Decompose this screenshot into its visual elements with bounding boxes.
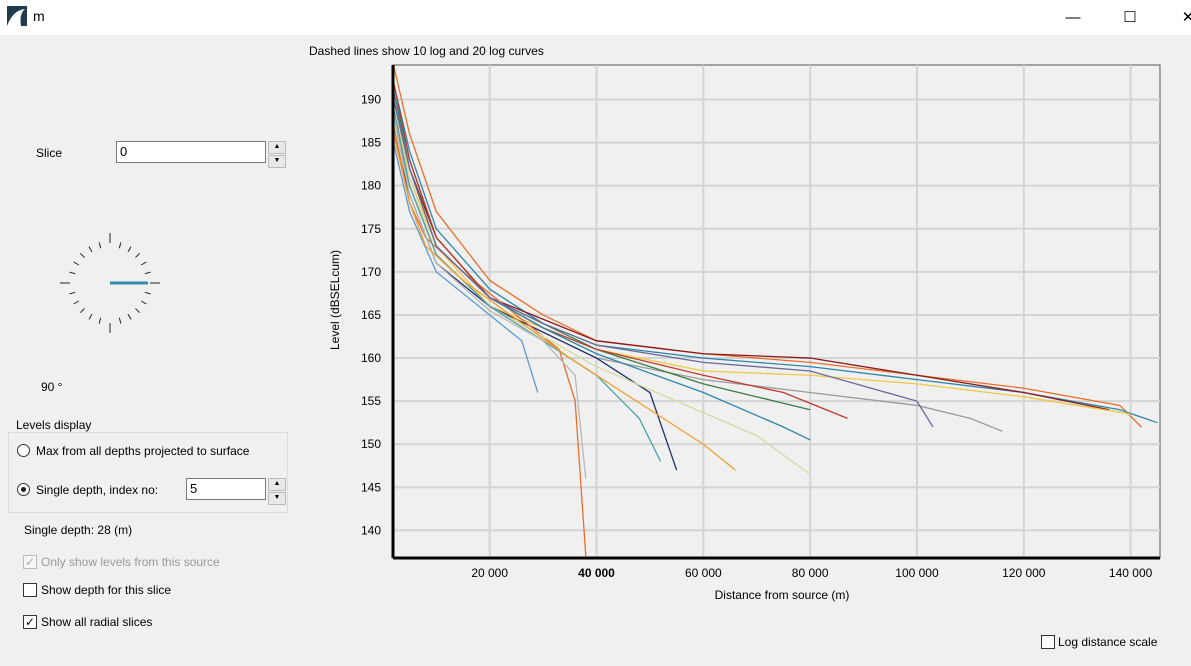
down-arrow-icon[interactable]: ▼ xyxy=(268,155,286,168)
dial-tick xyxy=(140,261,147,266)
dial-tick xyxy=(140,300,147,305)
levels-display-group xyxy=(8,432,288,513)
dial-tick xyxy=(88,246,93,253)
dial-tick xyxy=(135,308,141,314)
up-arrow-icon[interactable]: ▲ xyxy=(268,141,286,154)
y-tick-label: 165 xyxy=(361,308,381,322)
log-scale-checkbox[interactable] xyxy=(1041,635,1055,649)
show-all-slices-label: Show all radial slices xyxy=(41,615,153,629)
radio-max-label: Max from all depths projected to surface xyxy=(36,444,250,458)
close-button[interactable]: ✕ xyxy=(1181,9,1191,26)
window-title: m xyxy=(33,8,45,24)
dial-tick xyxy=(118,317,122,324)
x-tick-label: 140 000 xyxy=(1109,566,1153,580)
dial-tick xyxy=(127,313,132,320)
down-arrow-icon[interactable]: ▼ xyxy=(268,492,286,505)
y-tick-label: 170 xyxy=(361,265,381,279)
dial-tick xyxy=(73,300,80,305)
only-source-checkbox[interactable]: ✓ xyxy=(23,555,37,569)
plot-area xyxy=(392,64,1161,559)
show-all-slices-checkbox[interactable]: ✓ xyxy=(23,615,37,629)
dial-tick xyxy=(144,291,151,295)
app-logo-icon xyxy=(7,6,27,26)
dial-tick xyxy=(73,261,80,266)
y-tick-label: 145 xyxy=(361,480,381,494)
dial-tick xyxy=(118,242,122,249)
x-tick-label: 120 000 xyxy=(1002,566,1046,580)
series-line-s15 xyxy=(392,133,736,471)
y-tick-label: 175 xyxy=(361,222,381,236)
y-tick-label: 140 xyxy=(361,523,381,537)
series-line-s16 xyxy=(392,99,934,428)
single-depth-text: Single depth: 28 (m) xyxy=(24,523,133,537)
x-tick-label: 80 000 xyxy=(792,566,829,580)
y-tick-label: 160 xyxy=(361,351,381,365)
depth-index-spinner[interactable]: ▲ ▼ xyxy=(268,478,286,505)
series-line-s13 xyxy=(392,116,587,479)
x-tick-label: 20 000 xyxy=(471,566,508,580)
y-tick-label: 150 xyxy=(361,437,381,451)
levels-display-label: Levels display xyxy=(14,418,94,432)
x-tick-label: 60 000 xyxy=(685,566,722,580)
chart-title: Dashed lines show 10 log and 20 log curv… xyxy=(309,44,544,58)
radio-single-depth[interactable] xyxy=(17,483,30,496)
radio-max-depths[interactable] xyxy=(17,444,30,457)
minimize-button[interactable]: — xyxy=(1065,9,1081,26)
x-tick-label: 100 000 xyxy=(895,566,939,580)
x-tick-label: 40 000 xyxy=(578,566,615,580)
up-arrow-icon[interactable]: ▲ xyxy=(268,478,286,491)
depth-index-input[interactable]: 5 xyxy=(186,478,266,500)
dial-tick xyxy=(88,313,93,320)
slice-input[interactable]: 0 xyxy=(116,141,266,163)
dial-tick xyxy=(144,271,151,275)
dial-tick xyxy=(79,252,85,258)
log-scale-label: Log distance scale xyxy=(1058,635,1158,649)
series-line-s3 xyxy=(392,99,1110,411)
show-depth-checkbox[interactable] xyxy=(23,583,37,597)
dial-tick xyxy=(98,242,102,249)
dial-tick xyxy=(127,246,132,253)
show-depth-label: Show depth for this slice xyxy=(41,583,172,597)
x-axis-label: Distance from source (m) xyxy=(715,588,850,602)
slice-spinner[interactable]: ▲ ▼ xyxy=(268,141,286,168)
angle-dial[interactable] xyxy=(55,228,165,338)
radio-single-label: Single depth, index no: xyxy=(36,483,159,497)
maximize-button[interactable]: ☐ xyxy=(1123,9,1137,26)
dial-tick xyxy=(69,291,76,295)
dial-tick xyxy=(135,252,141,258)
y-tick-label: 185 xyxy=(361,136,381,150)
slice-label: Slice xyxy=(36,146,63,160)
dial-tick xyxy=(79,308,85,314)
series-line-s12 xyxy=(392,107,662,462)
y-tick-label: 190 xyxy=(361,92,381,106)
series-line-s10 xyxy=(392,99,811,475)
series-line-s9 xyxy=(392,142,539,393)
only-source-label: Only show levels from this source xyxy=(41,555,220,569)
title-bar: m — ☐ ✕ xyxy=(0,0,1191,35)
y-tick-label: 155 xyxy=(361,394,381,408)
y-tick-label: 180 xyxy=(361,179,381,193)
y-axis-label: Level (dBSELcum) xyxy=(328,250,342,350)
angle-value: 90 ° xyxy=(41,380,63,394)
dial-tick xyxy=(98,317,102,324)
dial-tick xyxy=(69,271,76,275)
